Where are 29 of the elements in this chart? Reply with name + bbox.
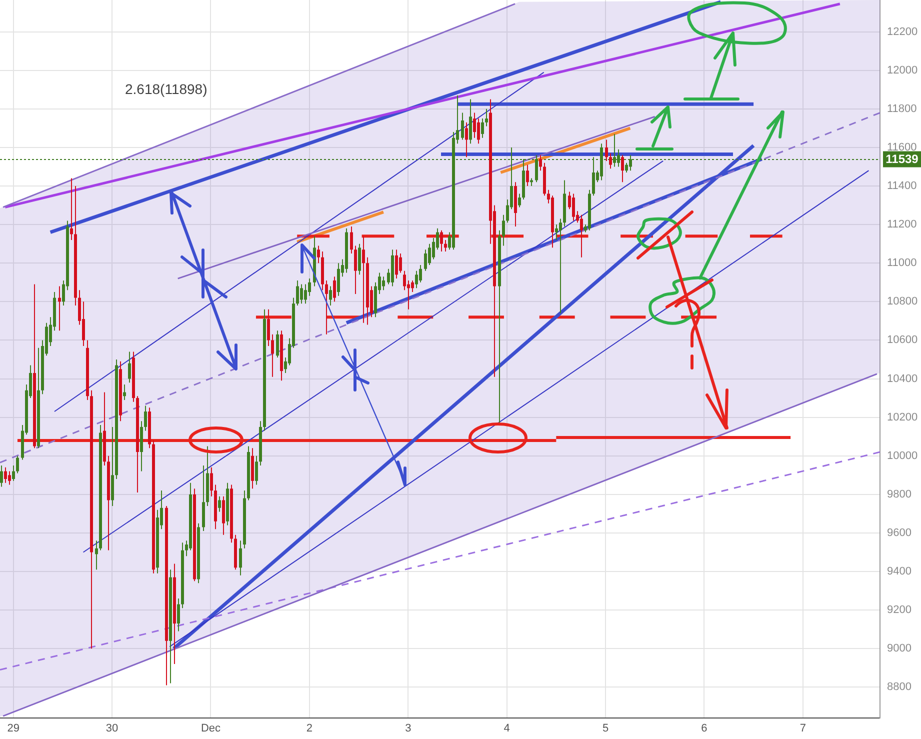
y-tick-label: 9800 — [887, 488, 912, 500]
y-tick-label: 11400 — [887, 180, 917, 192]
x-tick-label: 29 — [7, 722, 20, 735]
y-tick-label: 12200 — [887, 26, 918, 38]
y-tick-label: 10200 — [887, 411, 918, 424]
x-tick-label: 4 — [504, 722, 510, 735]
y-tick-label: 9000 — [887, 642, 912, 655]
y-tick-label: 9200 — [887, 604, 912, 616]
y-tick-label: 11200 — [887, 218, 917, 231]
y-tick-label: 10600 — [887, 334, 918, 346]
x-tick-label: 7 — [800, 722, 806, 735]
y-tick-label: 11800 — [887, 102, 917, 115]
y-tick-label: 12000 — [887, 64, 918, 76]
x-tick-label: 6 — [701, 722, 708, 735]
y-tick-label: 10400 — [887, 372, 918, 385]
x-tick-label: 30 — [106, 722, 118, 735]
y-tick-label: 10800 — [887, 296, 918, 308]
y-tick-label: 8800 — [887, 681, 912, 694]
y-tick-label: 10000 — [887, 450, 918, 462]
x-tick-label: Dec — [200, 722, 222, 735]
y-tick-label: 11600 — [887, 141, 917, 154]
ref-line-label: 11539 — [886, 152, 919, 166]
y-tick-label: 9600 — [887, 526, 912, 539]
x-tick-label: 3 — [405, 722, 412, 735]
y-tick-label: 11000 — [887, 257, 917, 270]
x-tick-label: 5 — [602, 722, 609, 735]
x-tick-label: 2 — [306, 722, 312, 735]
annotation: 2.618(11898) — [125, 80, 208, 97]
y-tick-label: 9400 — [887, 566, 912, 578]
